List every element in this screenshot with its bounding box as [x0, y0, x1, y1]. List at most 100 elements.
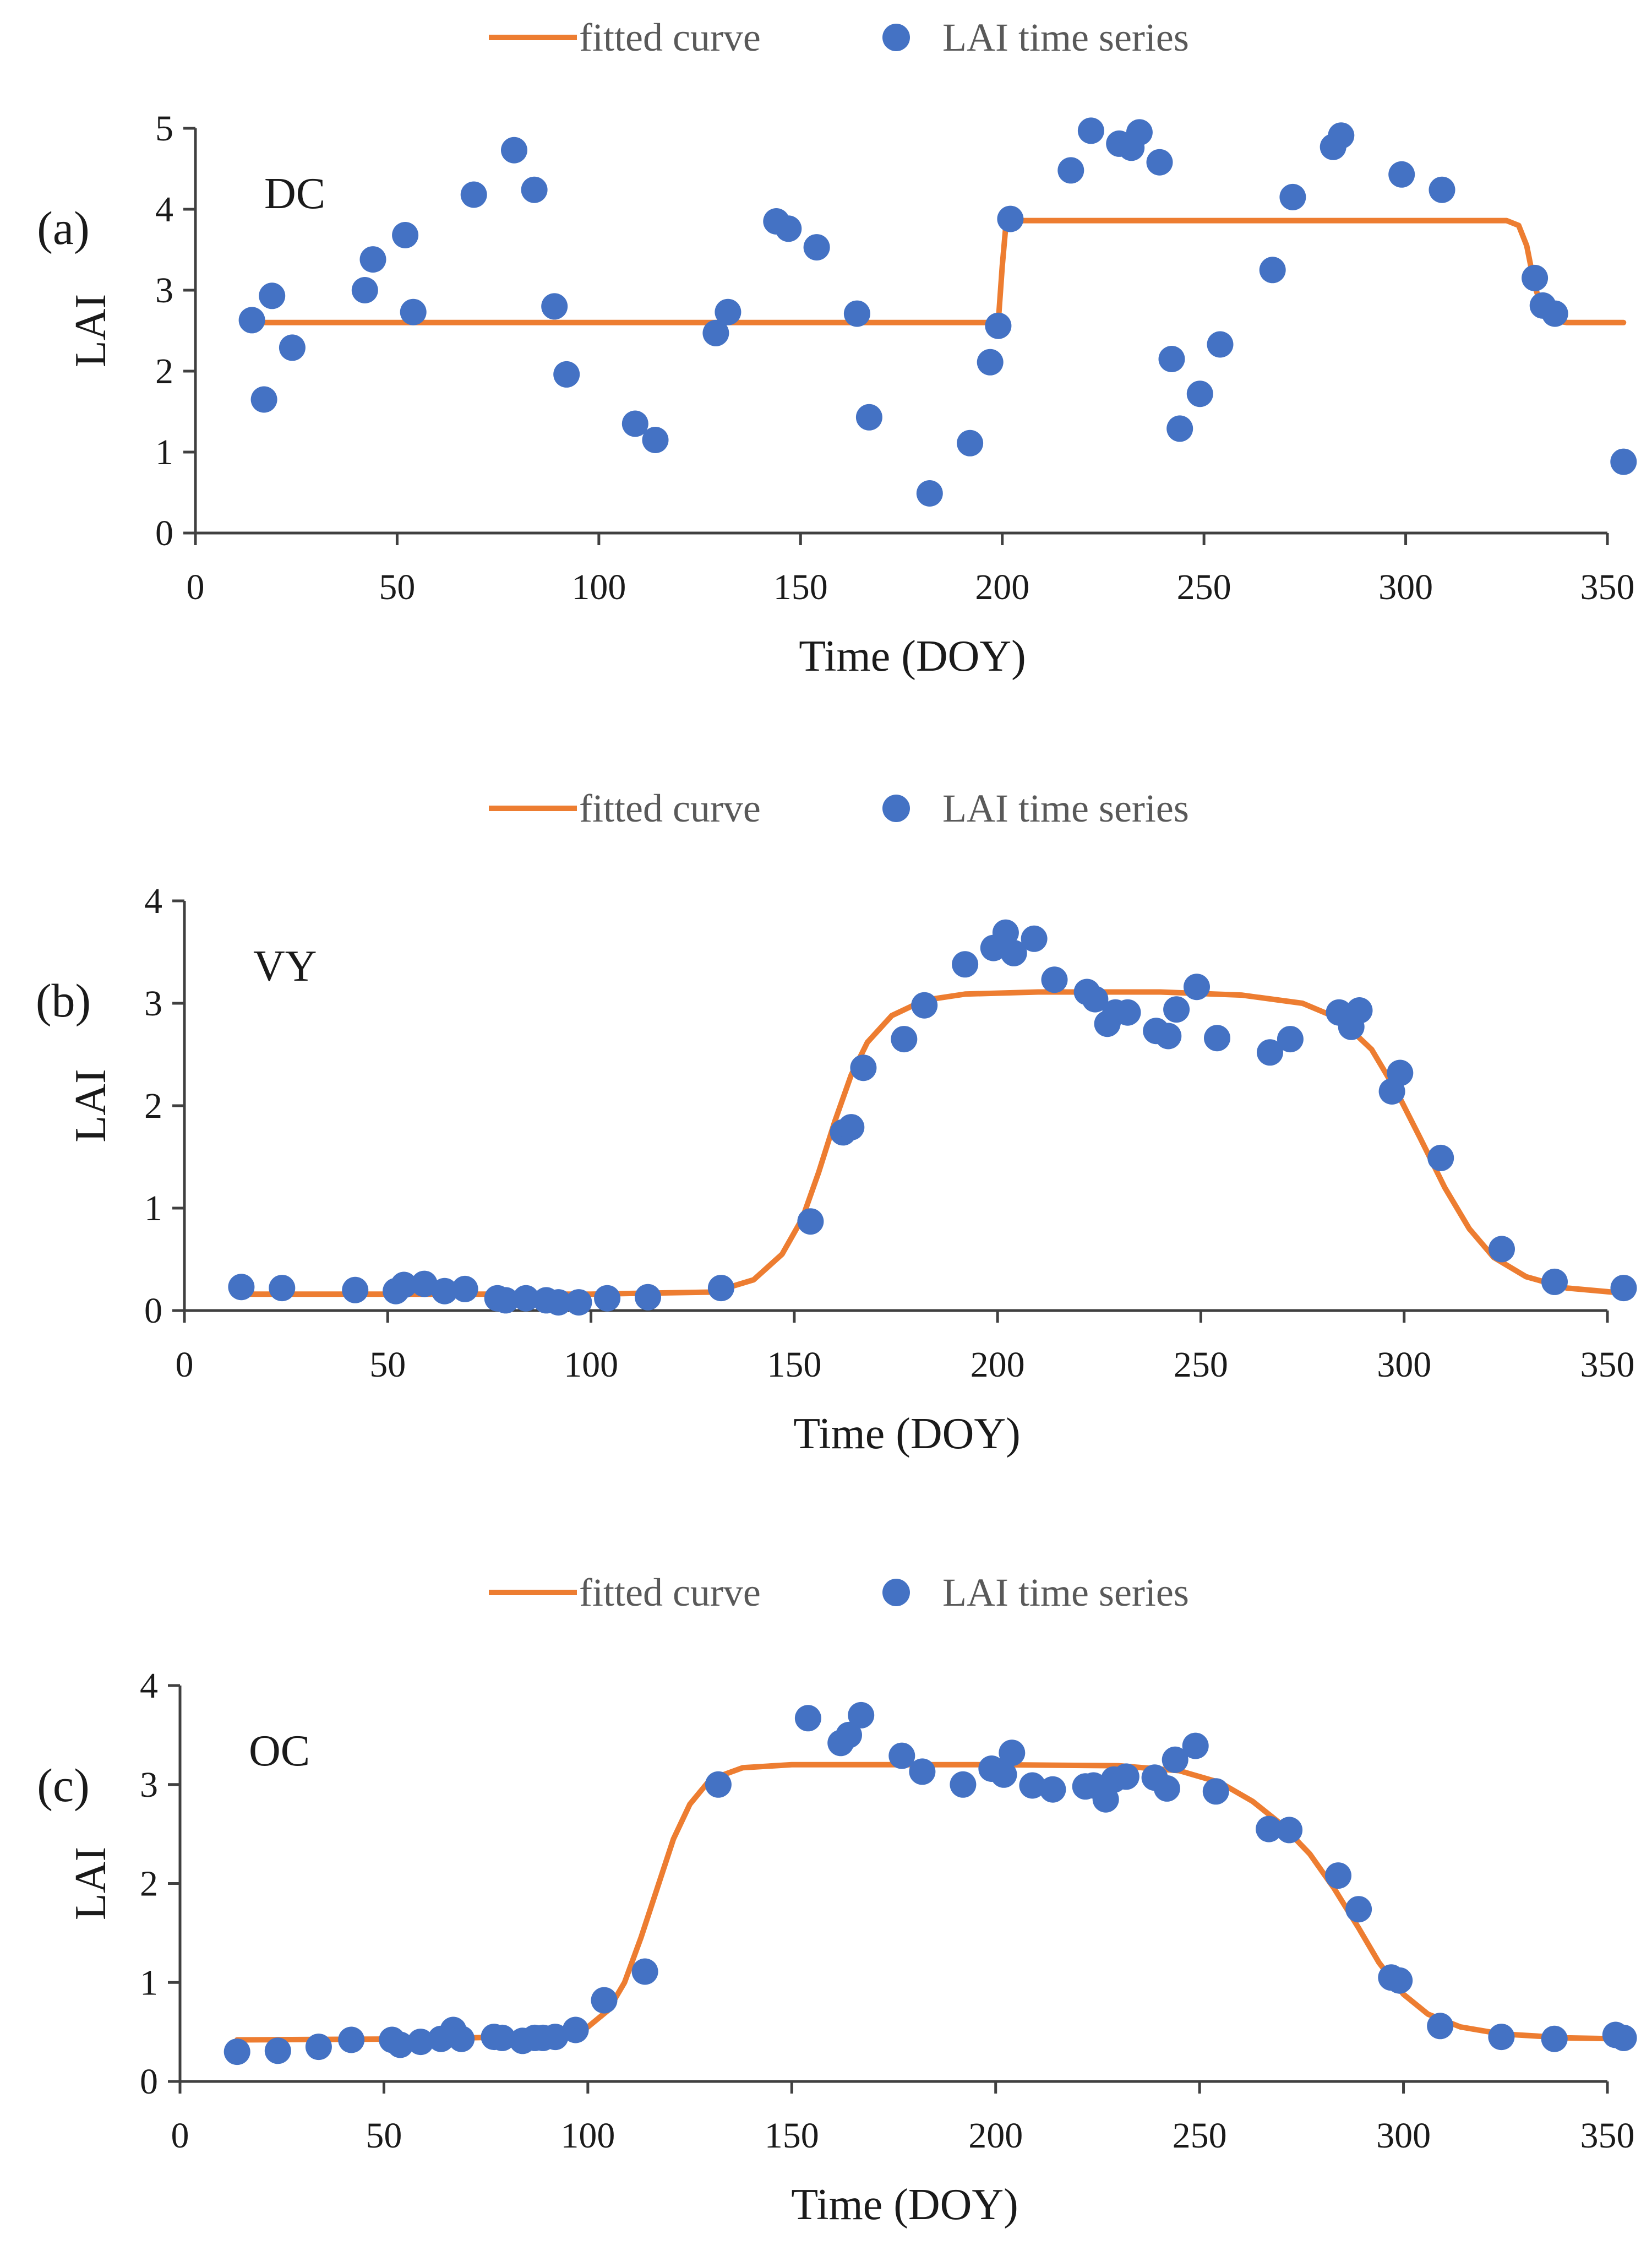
lai-data-point	[957, 430, 984, 456]
lai-data-point	[803, 234, 830, 261]
lai-data-point	[359, 246, 386, 273]
x-tick-label: 200	[975, 567, 1029, 607]
lai-data-point	[1489, 1236, 1515, 1263]
lai-data-point	[250, 386, 277, 413]
site-label: OC	[249, 1727, 310, 1775]
lai-data-point	[838, 1114, 865, 1141]
lai-data-point	[621, 410, 648, 437]
lai-data-point	[1204, 1025, 1230, 1052]
lai-data-point	[1126, 119, 1153, 146]
y-tick-label: 4	[144, 881, 162, 921]
lai-data-point	[1082, 986, 1109, 1013]
lai-data-point	[836, 1721, 862, 1748]
y-tick-label: 0	[140, 2062, 158, 2102]
y-tick-label: 4	[155, 189, 173, 230]
lai-data-point	[850, 1054, 877, 1081]
y-tick-label: 2	[155, 351, 173, 392]
legend-label-lai-time-series: LAI time series	[942, 1570, 1189, 1614]
x-tick-label: 0	[187, 567, 205, 607]
lai-data-point	[1387, 1059, 1414, 1086]
y-tick-label: 4	[140, 1666, 158, 1706]
y-tick-label: 1	[140, 1963, 158, 2003]
lai-data-point	[1325, 1862, 1351, 1889]
y-axis-title: LAI	[67, 1847, 115, 1920]
lai-data-point	[642, 427, 669, 453]
lai-data-point	[1279, 183, 1306, 210]
y-axis-title: LAI	[67, 1069, 115, 1142]
x-tick-label: 50	[366, 2116, 402, 2156]
lai-data-point	[1158, 346, 1185, 372]
chart-panel-2: fitted curve LAI time series 0 1 2 3 4 0 50 100 15…	[36, 786, 1637, 1458]
y-tick-label: 0	[144, 1291, 162, 1331]
site-label: DC	[264, 170, 325, 218]
x-tick-label: 300	[1376, 2116, 1431, 2156]
fitted-curve-line	[249, 218, 1627, 325]
lai-data-point	[228, 1274, 255, 1301]
legend-point-swatch	[882, 1579, 910, 1606]
legend-point-swatch	[882, 24, 910, 51]
x-tick-label: 350	[1580, 2116, 1635, 2156]
lai-data-point	[977, 349, 1004, 376]
legend-label-fitted-curve: fitted curve	[579, 15, 761, 59]
x-tick-label: 0	[171, 2116, 189, 2156]
legend: fitted curve LAI time series	[489, 15, 1189, 59]
lai-data-point	[1388, 161, 1415, 188]
lai-data-point	[707, 1275, 734, 1302]
lai-data-point	[460, 181, 487, 208]
lai-data-point	[775, 215, 802, 242]
panel-label: (b)	[36, 974, 91, 1027]
x-tick-label: 150	[773, 567, 828, 607]
lai-data-point	[1610, 448, 1637, 475]
lai-data-point	[501, 137, 527, 164]
lai-data-point	[952, 951, 979, 978]
lai-data-point	[541, 293, 568, 320]
lai-data-point	[1153, 1775, 1180, 1802]
lai-data-point	[911, 992, 938, 1019]
legend-point-swatch	[882, 795, 910, 822]
panel-label: (c)	[37, 1759, 89, 1812]
lai-data-point	[1610, 2024, 1637, 2051]
x-tick-label: 50	[379, 567, 415, 607]
x-tick-label: 350	[1580, 567, 1635, 607]
lai-data-point	[916, 480, 943, 507]
lai-data-point	[1345, 1896, 1372, 1923]
lai-data-point	[448, 2025, 475, 2052]
x-tick-label: 50	[369, 1345, 406, 1385]
lai-data-point	[891, 1026, 918, 1053]
lai-data-point	[407, 2029, 434, 2056]
y-axis-title: LAI	[67, 294, 115, 367]
lai-data-point	[1162, 1746, 1188, 1773]
lai-data-point	[1256, 1815, 1283, 1842]
y-tick-label: 3	[155, 270, 173, 311]
lai-data-point	[264, 2037, 291, 2064]
lai-data-point	[1276, 1817, 1303, 1844]
lai-data-point	[990, 1761, 1017, 1788]
legend-label-fitted-curve: fitted curve	[579, 1570, 761, 1614]
y-tick-label: 2	[140, 1864, 158, 1904]
lai-data-point	[1610, 1275, 1637, 1302]
y-tick-label: 0	[155, 513, 173, 553]
lai-data-point	[1000, 939, 1027, 966]
x-tick-label: 250	[1177, 567, 1231, 607]
lai-data-point	[997, 205, 1024, 232]
lai-data-point	[1057, 157, 1084, 184]
lai-data-point	[950, 1771, 977, 1798]
legend: fitted curve LAI time series	[489, 786, 1189, 830]
lai-data-point	[1163, 996, 1190, 1023]
legend-label-fitted-curve: fitted curve	[579, 786, 761, 830]
y-tick-label: 5	[155, 108, 173, 149]
lai-data-point	[591, 1987, 618, 2014]
lai-data-point	[1427, 2013, 1454, 2040]
lai-data-point	[545, 1289, 572, 1316]
lai-data-point	[1207, 331, 1234, 358]
x-tick-label: 250	[1174, 1345, 1228, 1385]
lai-data-point	[553, 361, 580, 388]
lai-data-point	[1019, 1772, 1046, 1799]
lai-data-point	[1146, 149, 1173, 176]
lai-data-point	[848, 1701, 875, 1728]
lai-data-point	[1386, 1967, 1413, 1994]
lai-data-point	[1277, 1026, 1304, 1053]
lai-data-point	[992, 919, 1019, 946]
lai-data-point	[1182, 1732, 1209, 1759]
lai-data-point	[562, 2016, 589, 2043]
